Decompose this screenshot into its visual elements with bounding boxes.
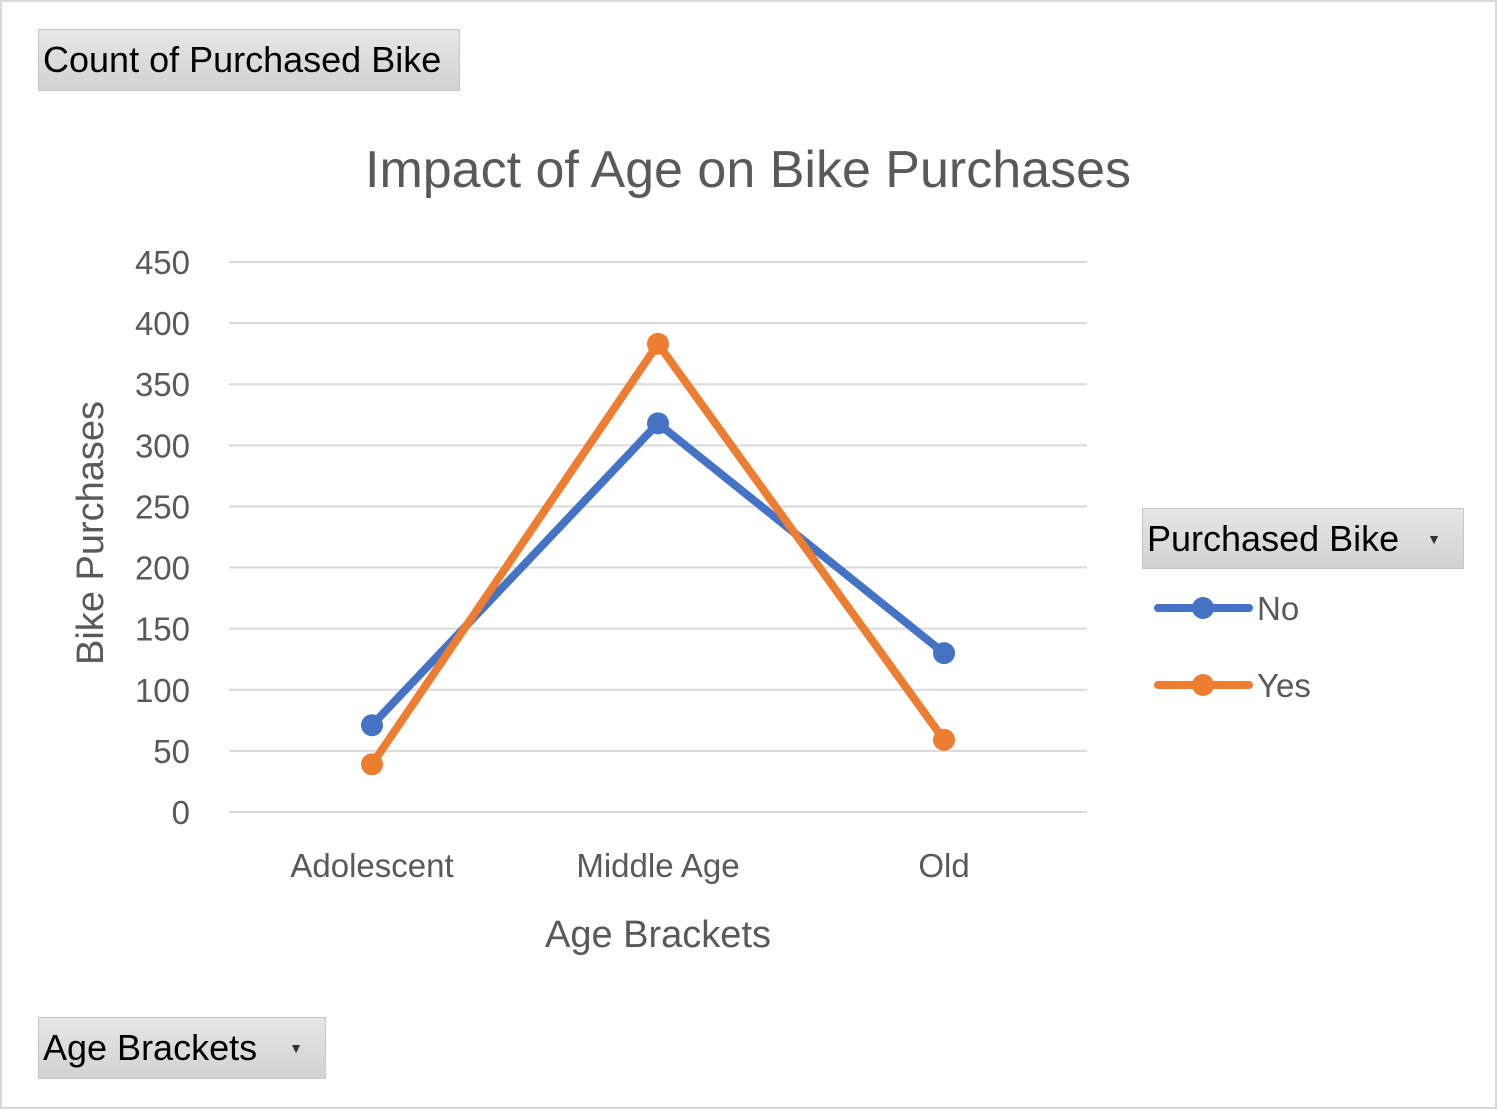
y-tick-label: 400 [135,305,190,342]
y-tick-label: 350 [135,366,190,403]
y-tick-label: 100 [135,672,190,709]
x-tick-label: Old [918,847,969,884]
y-tick-label: 150 [135,611,190,648]
legend-entry-no: No [1154,590,1299,627]
legend-marker-icon [1192,597,1214,619]
x-tick-label: Adolescent [290,847,453,884]
dropdown-arrow-icon[interactable]: ▼ [1427,530,1441,547]
legend-label: No [1257,590,1299,627]
data-point [361,714,383,737]
x-axis-title: Age Brackets [545,914,771,956]
y-tick-label: 200 [135,550,190,587]
values-field-button[interactable]: Count of Purchased Bike [38,29,460,91]
dropdown-arrow-icon[interactable]: ▼ [289,1040,303,1056]
chart-title: Impact of Age on Bike Purchases [365,141,1131,199]
legend-marker-icon [1192,674,1214,696]
series-no [361,412,955,737]
values-field-label: Count of Purchased Bike [43,39,442,80]
data-point [933,642,955,665]
legend-field-button[interactable]: Purchased Bike ▼ [1142,508,1464,569]
axis-field-button[interactable]: Age Brackets ▼ [38,1017,326,1079]
y-tick-label: 300 [135,427,190,464]
data-point [647,332,669,355]
series-line [368,339,948,769]
x-axis-tick-labels: Adolescent Middle Age Old [290,847,969,884]
x-tick-label: Middle Age [576,847,739,884]
series-yes [361,332,955,776]
legend-field-label: Purchased Bike [1147,517,1400,559]
series-lines [361,332,955,776]
y-axis-title: Bike Purchases [70,401,112,665]
y-axis-tick-labels: 0 50 100 150 200 250 300 350 400 450 [135,244,190,831]
y-tick-label: 50 [153,733,190,770]
legend-label: Yes [1257,667,1311,704]
gridlines [229,261,1087,813]
y-tick-label: 0 [172,794,190,831]
data-point [933,728,955,751]
data-point [647,412,669,435]
legend: No Yes [1154,590,1311,704]
y-tick-label: 450 [135,244,190,281]
data-point [361,753,383,776]
series-line [368,419,948,730]
axis-field-label: Age Brackets [43,1027,258,1068]
y-tick-label: 250 [135,488,190,525]
legend-entry-yes: Yes [1154,667,1311,704]
